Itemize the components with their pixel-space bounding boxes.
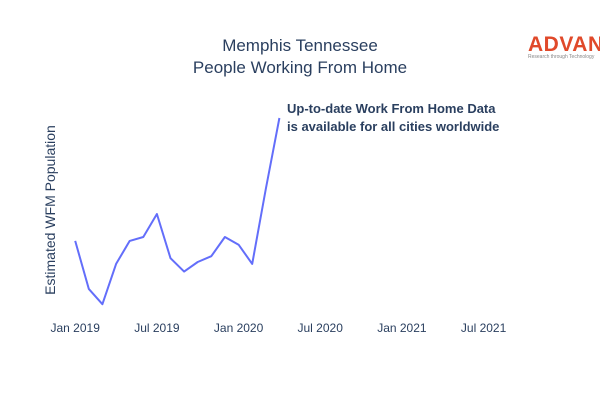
- x-tick-label: Jul 2021: [461, 321, 507, 335]
- x-tick-label: Jan 2020: [214, 321, 264, 335]
- chart-title-line-2: People Working From Home: [193, 58, 407, 77]
- x-tick-label: Jan 2021: [377, 321, 427, 335]
- advan-logo-tagline: Research through Technology: [528, 54, 595, 60]
- annotation-line-2: is available for all cities worldwide: [287, 119, 499, 134]
- x-tick-label: Jul 2019: [134, 321, 180, 335]
- advan-logo-text: ADVAN: [528, 33, 600, 56]
- advan-logo: ADVAN Research through Technology: [528, 33, 600, 60]
- annotation-line-1: Up-to-date Work From Home Data: [287, 101, 496, 116]
- series-layer: [74, 117, 281, 306]
- x-tick-label: Jul 2020: [298, 321, 344, 335]
- series-line-0: [74, 117, 281, 306]
- chart-title-line-1: Memphis Tennessee: [222, 36, 378, 55]
- y-axis-label: Estimated WFM Population: [42, 125, 58, 295]
- x-axis-ticks: Jan 2019 Jul 2019 Jan 2020 Jul 2020 Jan 2021…: [51, 321, 507, 335]
- x-tick-label: Jan 2019: [51, 321, 101, 335]
